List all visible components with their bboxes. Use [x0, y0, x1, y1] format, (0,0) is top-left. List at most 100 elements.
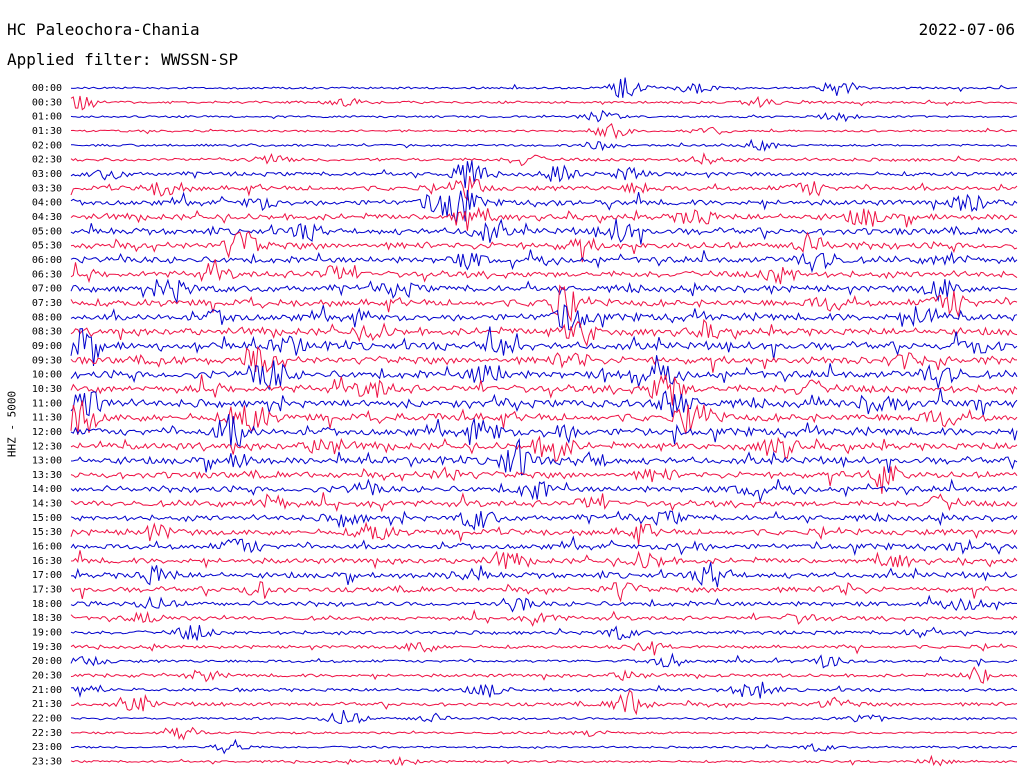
- seismic-trace: [70, 641, 1018, 656]
- time-label: 04:00: [32, 198, 62, 209]
- seismic-trace: [70, 738, 1017, 755]
- seismic-trace: [70, 478, 1018, 504]
- time-label: 02:00: [32, 140, 62, 151]
- time-label: 01:30: [32, 126, 62, 137]
- seismic-trace: [70, 77, 1018, 98]
- seismic-trace: [70, 176, 1018, 201]
- seismic-trace: [70, 492, 1018, 513]
- seismic-trace: [70, 345, 1017, 373]
- seismic-trace: [70, 374, 1018, 406]
- time-label: 10:30: [32, 384, 62, 395]
- seismic-trace: [70, 259, 1018, 285]
- date-label: 2022-07-06: [918, 20, 1015, 39]
- time-label: 15:30: [32, 527, 62, 538]
- seismic-trace: [70, 278, 1018, 305]
- time-label: 18:30: [32, 613, 62, 624]
- time-label: 08:30: [32, 327, 62, 338]
- seismic-trace: [70, 464, 1018, 494]
- time-label: 20:30: [32, 671, 62, 682]
- time-label: 03:30: [32, 183, 62, 194]
- seismic-trace: [70, 521, 1018, 545]
- seismic-trace: [70, 318, 1018, 347]
- seismic-trace: [70, 437, 1018, 476]
- time-label: 02:30: [32, 155, 62, 166]
- time-label: 23:00: [32, 742, 62, 753]
- seismic-trace: [70, 681, 1018, 699]
- seismic-trace: [70, 160, 1018, 189]
- seismic-trace: [70, 152, 1018, 167]
- seismic-trace: [70, 388, 1018, 418]
- time-label: 06:00: [32, 255, 62, 266]
- time-label: 17:30: [32, 585, 62, 596]
- seismic-trace: [70, 594, 1018, 613]
- time-label: 13:30: [32, 470, 62, 481]
- seismic-trace: [70, 206, 1018, 231]
- time-label: 20:00: [32, 656, 62, 667]
- seismic-trace: [70, 666, 1018, 684]
- seismic-trace: [70, 535, 1018, 557]
- time-label: 18:00: [32, 599, 62, 610]
- seismic-trace: [70, 689, 1018, 716]
- seismic-trace: [70, 625, 1018, 641]
- time-label: 21:00: [32, 685, 62, 696]
- seismic-trace: [70, 218, 1018, 245]
- time-label: 09:00: [32, 341, 62, 352]
- seismic-trace: [70, 709, 1018, 725]
- seismic-trace: [70, 754, 1018, 767]
- seismic-trace: [70, 249, 1018, 274]
- time-label: 00:30: [32, 97, 62, 108]
- seismic-trace: [70, 230, 1018, 263]
- time-label: 01:00: [32, 112, 62, 123]
- time-label: 04:30: [32, 212, 62, 223]
- time-label: 07:00: [32, 284, 62, 295]
- time-label: 16:00: [32, 542, 62, 553]
- time-label: 05:30: [32, 241, 62, 252]
- seismic-trace: [70, 581, 1017, 603]
- station-title: HC Paleochora-Chania: [7, 20, 200, 39]
- time-label: 11:30: [32, 413, 62, 424]
- time-label: 00:00: [32, 83, 62, 94]
- time-label: 09:30: [32, 355, 62, 366]
- seismic-trace: [70, 609, 1018, 627]
- time-label: 17:00: [32, 570, 62, 581]
- time-label: 05:00: [32, 226, 62, 237]
- time-label: 19:30: [32, 642, 62, 653]
- seismic-trace: [70, 726, 1018, 741]
- time-label: 03:00: [32, 169, 62, 180]
- time-label: 21:30: [32, 699, 62, 710]
- seismic-trace: [70, 326, 1018, 366]
- seismic-trace: [70, 562, 1018, 588]
- time-label: 12:00: [32, 427, 62, 438]
- seismic-trace: [70, 109, 1018, 123]
- time-label: 08:00: [32, 312, 62, 323]
- time-label: 14:30: [32, 499, 62, 510]
- time-label: 07:30: [32, 298, 62, 309]
- seismic-trace: [70, 304, 1018, 331]
- time-label: 22:00: [32, 714, 62, 725]
- seismic-trace: [70, 652, 1018, 669]
- seismic-trace: [70, 189, 1018, 223]
- time-label: 23:30: [32, 757, 62, 768]
- time-label: 15:00: [32, 513, 62, 524]
- seismic-trace: [70, 123, 1018, 140]
- time-label: 13:00: [32, 456, 62, 467]
- seismic-trace: [70, 510, 1018, 531]
- seismic-trace: [70, 284, 1018, 323]
- time-label: 10:00: [32, 370, 62, 381]
- seismic-trace: [70, 414, 1018, 448]
- time-label: 14:00: [32, 484, 62, 495]
- seismic-trace: [70, 550, 1018, 570]
- filter-label: Applied filter: WWSSN-SP: [7, 50, 239, 69]
- time-label: 19:00: [32, 628, 62, 639]
- time-label: 22:30: [32, 728, 62, 739]
- seismic-trace: [70, 138, 1018, 152]
- time-label: 16:30: [32, 556, 62, 567]
- time-label: 12:30: [32, 441, 62, 452]
- seismic-trace: [70, 95, 1018, 111]
- seismic-trace: [70, 435, 1018, 463]
- seismic-trace: [70, 355, 1018, 391]
- time-label: 06:30: [32, 269, 62, 280]
- time-label: 11:00: [32, 398, 62, 409]
